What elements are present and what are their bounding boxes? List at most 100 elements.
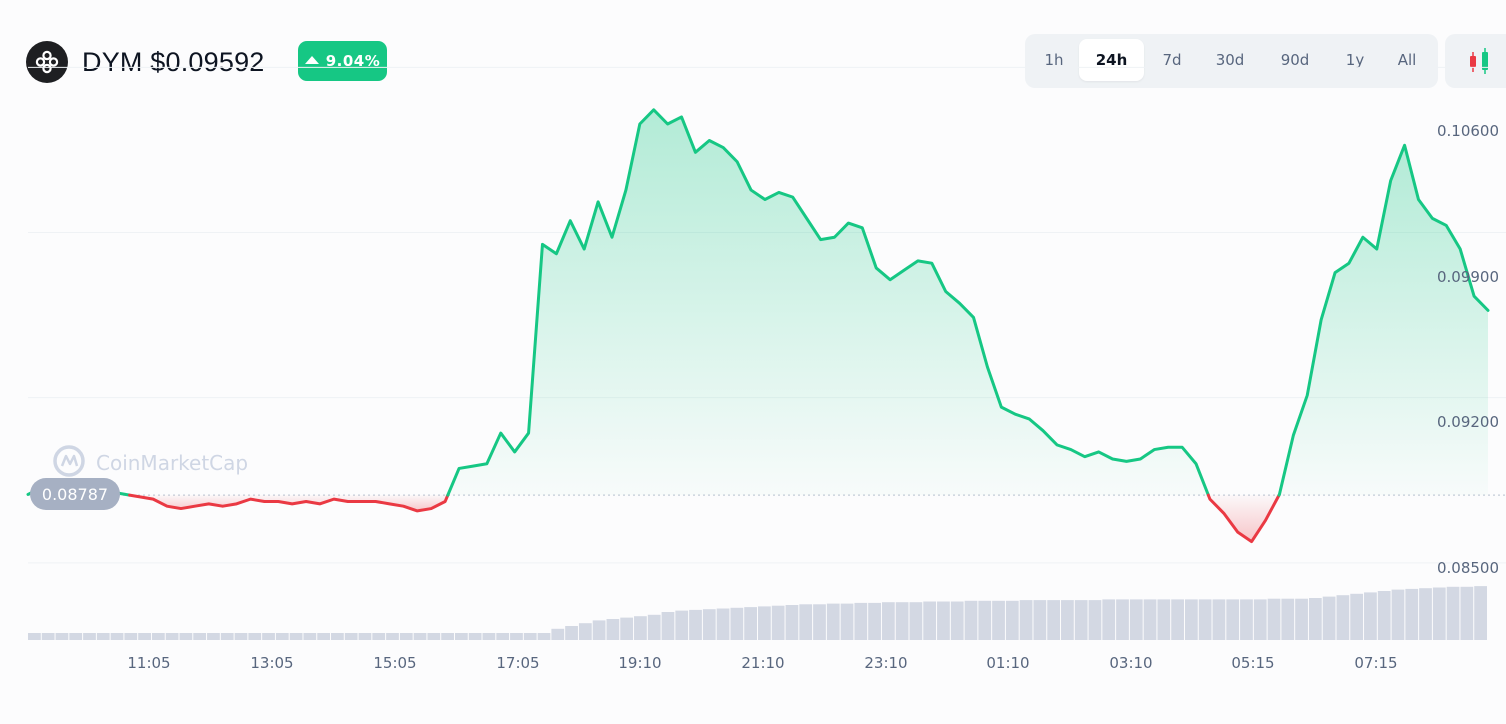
volume-bar	[1088, 600, 1102, 640]
range-all-button[interactable]: All	[1397, 51, 1417, 69]
volume-bar	[758, 606, 771, 640]
volume-bar	[1184, 599, 1198, 640]
volume-bar	[1253, 599, 1267, 640]
volume-bar	[1074, 600, 1088, 640]
volume-bar	[826, 603, 840, 640]
volume-bar	[950, 601, 964, 640]
volume-bar	[1240, 599, 1253, 640]
volume-bar	[1047, 600, 1061, 640]
range-24h-button[interactable]: 24h	[1079, 39, 1144, 81]
watermark: CoinMarketCap	[53, 445, 248, 477]
coin-price-title: DYM $0.09592	[82, 47, 265, 77]
x-tick-label: 03:10	[1109, 654, 1152, 672]
volume-bar	[771, 605, 785, 640]
volume-bar	[1143, 599, 1157, 640]
range-7d-button[interactable]: 7d	[1162, 51, 1182, 69]
range-30d-button[interactable]: 30d	[1215, 51, 1245, 69]
volume-bar	[83, 633, 96, 640]
range-1y-button[interactable]: 1y	[1345, 51, 1365, 69]
volume-bar	[1102, 599, 1116, 640]
volume-bar	[262, 633, 275, 640]
watermark-text: CoinMarketCap	[96, 451, 248, 475]
x-tick-label: 17:05	[496, 654, 539, 672]
volume-bar	[331, 633, 344, 640]
volume-bar	[1171, 599, 1184, 640]
volume-bar	[937, 601, 950, 640]
volume-bar	[372, 633, 386, 640]
price-change-value: 9.04%	[325, 52, 381, 70]
volume-bar	[1129, 599, 1143, 640]
time-range-selector: 1h 24h 7d 30d 90d 1y All	[1025, 34, 1438, 88]
volume-bar	[1281, 598, 1295, 640]
volume-bar	[1322, 596, 1336, 640]
volume-bar	[303, 633, 317, 640]
volume-bar	[606, 619, 620, 640]
volume-bar	[854, 602, 868, 640]
volume-bar	[840, 603, 854, 640]
price-line-up-segment	[446, 108, 1210, 497]
volume-bar	[179, 633, 193, 640]
y-tick-label: 0.09200	[1437, 413, 1499, 431]
volume-bar	[1432, 587, 1446, 640]
volume-bar	[399, 633, 413, 640]
volume-bar	[634, 616, 647, 640]
y-tick-label: 0.10600	[1437, 122, 1499, 140]
range-1h-button[interactable]: 1h	[1044, 51, 1064, 69]
volume-bars	[28, 586, 1487, 640]
volume-bar	[992, 600, 1005, 640]
volume-bar	[881, 602, 895, 640]
volume-bar	[537, 633, 551, 640]
volume-bar	[317, 633, 331, 640]
volume-bar	[1019, 600, 1033, 640]
price-line-down-segment	[128, 493, 450, 513]
volume-bar	[923, 601, 937, 640]
volume-bar	[454, 633, 468, 640]
volume-bar	[744, 607, 757, 640]
volume-bar	[661, 612, 675, 640]
price-line-up-segment	[1277, 143, 1490, 497]
volume-bar	[496, 633, 510, 640]
volume-bar	[813, 604, 826, 640]
volume-bar	[799, 604, 813, 640]
price-area-up	[1279, 145, 1488, 496]
volume-bar	[124, 633, 138, 640]
volume-bar	[413, 633, 427, 640]
volume-bar	[785, 605, 799, 640]
volume-bar	[165, 633, 179, 640]
volume-bar	[1391, 589, 1405, 640]
price-area-up	[447, 109, 1209, 496]
volume-bar	[592, 620, 606, 640]
volume-bar	[978, 600, 992, 640]
volume-bar	[523, 633, 537, 640]
volume-bar	[1061, 600, 1074, 640]
volume-bar	[358, 633, 372, 640]
volume-bar	[510, 633, 523, 640]
volume-bar	[620, 617, 634, 640]
volume-bar	[482, 633, 496, 640]
baseline-price-label: 0.08787	[42, 485, 108, 504]
volume-bar	[1474, 586, 1487, 640]
range-90d-button[interactable]: 90d	[1280, 51, 1310, 69]
volume-bar	[1336, 595, 1350, 640]
x-tick-label: 07:15	[1354, 654, 1397, 672]
volume-bar	[96, 633, 110, 640]
volume-bar	[441, 633, 454, 640]
price-area-fill	[28, 109, 1488, 542]
volume-bar	[427, 633, 441, 640]
dym-logo-icon	[26, 41, 68, 83]
baseline-price-badge: 0.08787	[30, 478, 120, 510]
candlestick-toggle-button[interactable]	[1445, 34, 1506, 88]
x-tick-label: 23:10	[864, 654, 907, 672]
volume-bar	[689, 609, 702, 640]
volume-bar	[1308, 598, 1322, 640]
x-tick-label: 21:10	[741, 654, 784, 672]
volume-bar	[28, 633, 41, 640]
volume-bar	[868, 602, 881, 640]
volume-bar	[647, 614, 661, 640]
volume-bar	[895, 602, 909, 640]
y-tick-label: 0.08500	[1437, 559, 1499, 577]
volume-bar	[964, 600, 978, 640]
volume-bar	[207, 633, 220, 640]
